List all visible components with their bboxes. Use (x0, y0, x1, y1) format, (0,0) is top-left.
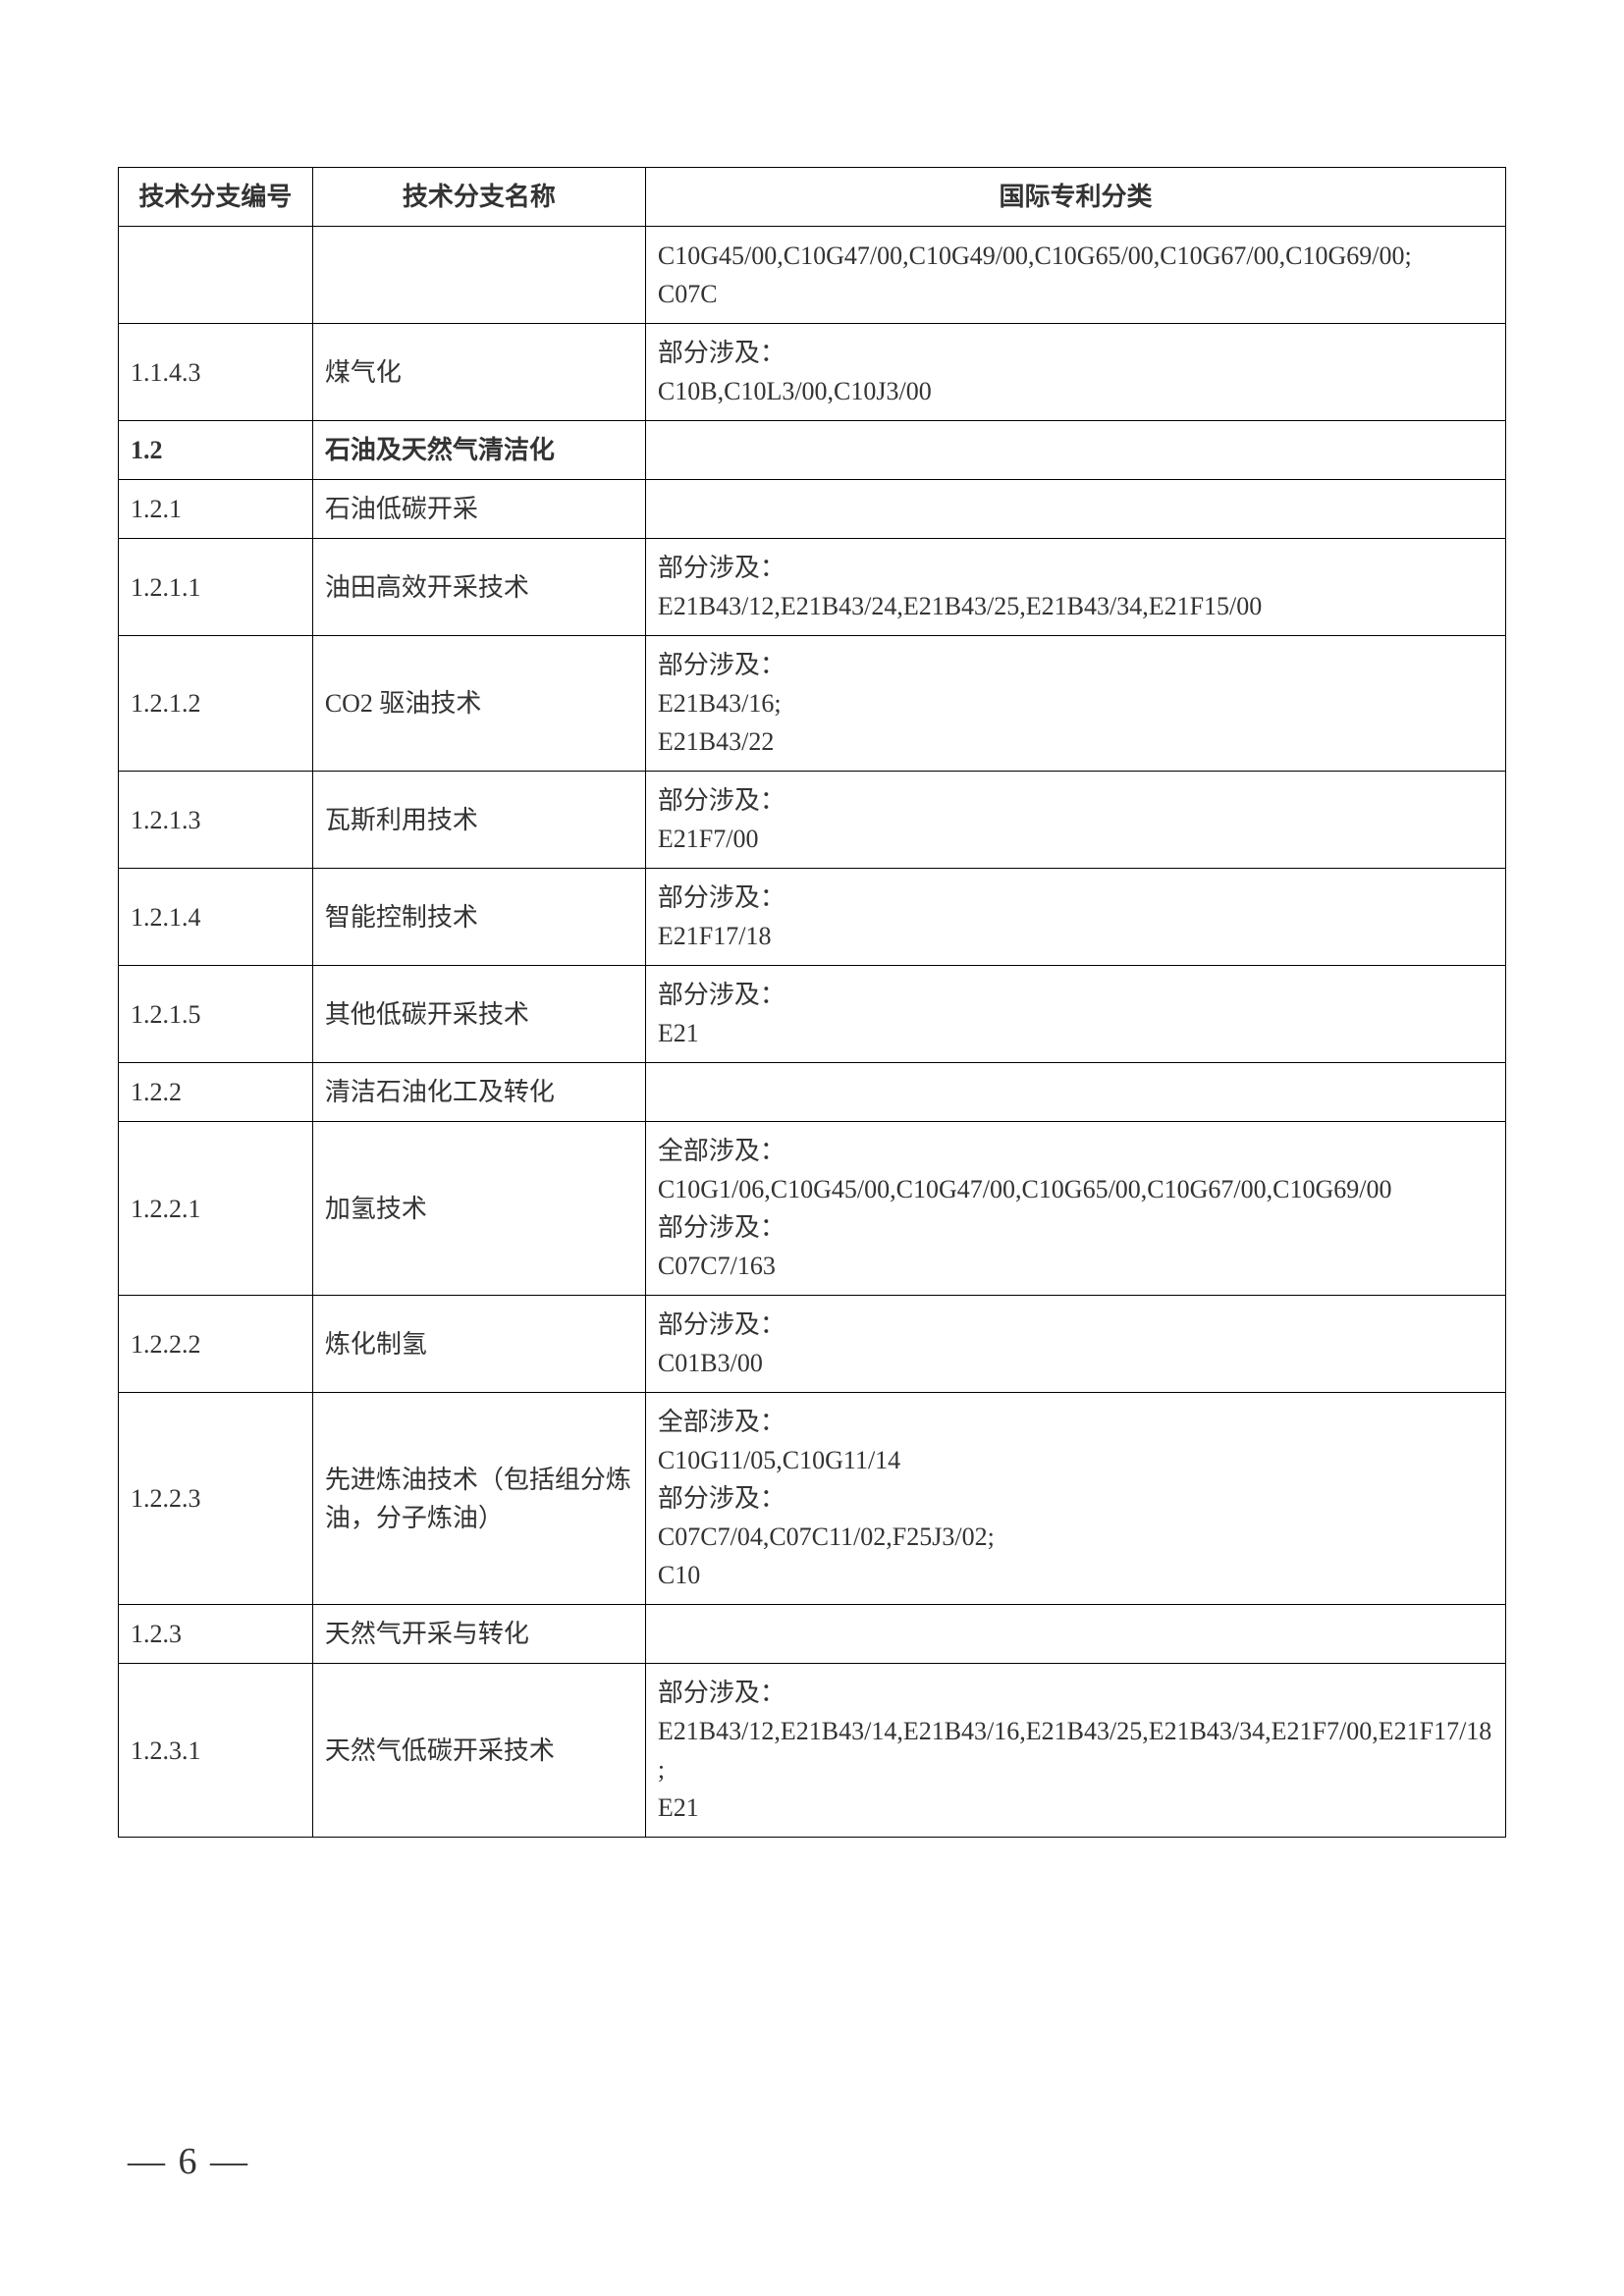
page-container: 技术分支编号 技术分支名称 国际专利分类 C10G45/00,C10G47/00… (0, 0, 1624, 1936)
table-row: C10G45/00,C10G47/00,C10G49/00,C10G65/00,… (119, 227, 1506, 324)
table-body: C10G45/00,C10G47/00,C10G49/00,C10G65/00,… (119, 227, 1506, 1838)
cell-name: 炼化制氢 (312, 1296, 645, 1393)
cell-code: 1.2 (119, 421, 313, 480)
cell-code: 1.2.3 (119, 1605, 313, 1664)
table-row: 1.2.1.4智能控制技术部分涉及： E21F17/18 (119, 869, 1506, 966)
cell-code: 1.2.1 (119, 480, 313, 539)
cell-name: 瓦斯利用技术 (312, 772, 645, 869)
table-row: 1.2.1.5其他低碳开采技术部分涉及： E21 (119, 966, 1506, 1063)
table-header-row: 技术分支编号 技术分支名称 国际专利分类 (119, 168, 1506, 227)
cell-ipc: 全部涉及： C10G1/06,C10G45/00,C10G47/00,C10G6… (645, 1122, 1505, 1296)
table-row: 1.2.2.2炼化制氢部分涉及： C01B3/00 (119, 1296, 1506, 1393)
table-row: 1.2.2清洁石油化工及转化 (119, 1063, 1506, 1122)
cell-ipc: 部分涉及： C10B,C10L3/00,C10J3/00 (645, 324, 1505, 421)
cell-name: 加氢技术 (312, 1122, 645, 1296)
cell-code: 1.2.2.2 (119, 1296, 313, 1393)
cell-name: 天然气低碳开采技术 (312, 1664, 645, 1838)
cell-ipc: C10G45/00,C10G47/00,C10G49/00,C10G65/00,… (645, 227, 1505, 324)
cell-code: 1.1.4.3 (119, 324, 313, 421)
cell-name: 石油及天然气清洁化 (312, 421, 645, 480)
page-number: — 6 — (128, 2140, 249, 2183)
cell-ipc: 部分涉及： E21F7/00 (645, 772, 1505, 869)
table-row: 1.2.2.3先进炼油技术（包括组分炼油，分子炼油）全部涉及： C10G11/0… (119, 1393, 1506, 1605)
table-row: 1.2.1.1油田高效开采技术部分涉及： E21B43/12,E21B43/24… (119, 539, 1506, 636)
table-row: 1.2.1石油低碳开采 (119, 480, 1506, 539)
cell-ipc: 部分涉及： E21B43/16; E21B43/22 (645, 636, 1505, 772)
cell-code: 1.2.3.1 (119, 1664, 313, 1838)
cell-name: 石油低碳开采 (312, 480, 645, 539)
cell-ipc (645, 1605, 1505, 1664)
cell-code: 1.2.1.5 (119, 966, 313, 1063)
cell-ipc: 部分涉及： E21B43/12,E21B43/24,E21B43/25,E21B… (645, 539, 1505, 636)
cell-code: 1.2.2.1 (119, 1122, 313, 1296)
table-row: 1.2.3.1天然气低碳开采技术部分涉及： E21B43/12,E21B43/1… (119, 1664, 1506, 1838)
table-row: 1.1.4.3煤气化部分涉及： C10B,C10L3/00,C10J3/00 (119, 324, 1506, 421)
cell-code: 1.2.1.1 (119, 539, 313, 636)
cell-code: 1.2.1.4 (119, 869, 313, 966)
cell-ipc (645, 421, 1505, 480)
header-code: 技术分支编号 (119, 168, 313, 227)
table-row: 1.2.1.2CO2 驱油技术部分涉及： E21B43/16; E21B43/2… (119, 636, 1506, 772)
cell-name (312, 227, 645, 324)
cell-ipc (645, 480, 1505, 539)
cell-ipc (645, 1063, 1505, 1122)
cell-code (119, 227, 313, 324)
cell-code: 1.2.2.3 (119, 1393, 313, 1605)
cell-ipc: 部分涉及： E21F17/18 (645, 869, 1505, 966)
cell-name: CO2 驱油技术 (312, 636, 645, 772)
table-row: 1.2.1.3瓦斯利用技术部分涉及： E21F7/00 (119, 772, 1506, 869)
cell-name: 其他低碳开采技术 (312, 966, 645, 1063)
header-ipc: 国际专利分类 (645, 168, 1505, 227)
cell-ipc: 部分涉及： E21 (645, 966, 1505, 1063)
cell-code: 1.2.1.3 (119, 772, 313, 869)
table-row: 1.2.3天然气开采与转化 (119, 1605, 1506, 1664)
cell-code: 1.2.1.2 (119, 636, 313, 772)
cell-name: 清洁石油化工及转化 (312, 1063, 645, 1122)
cell-code: 1.2.2 (119, 1063, 313, 1122)
table-row: 1.2.2.1加氢技术全部涉及： C10G1/06,C10G45/00,C10G… (119, 1122, 1506, 1296)
cell-name: 煤气化 (312, 324, 645, 421)
cell-name: 天然气开采与转化 (312, 1605, 645, 1664)
cell-name: 先进炼油技术（包括组分炼油，分子炼油） (312, 1393, 645, 1605)
cell-ipc: 部分涉及： C01B3/00 (645, 1296, 1505, 1393)
header-name: 技术分支名称 (312, 168, 645, 227)
cell-ipc: 全部涉及： C10G11/05,C10G11/14 部分涉及： C07C7/04… (645, 1393, 1505, 1605)
table-row: 1.2石油及天然气清洁化 (119, 421, 1506, 480)
cell-name: 智能控制技术 (312, 869, 645, 966)
cell-ipc: 部分涉及： E21B43/12,E21B43/14,E21B43/16,E21B… (645, 1664, 1505, 1838)
classification-table: 技术分支编号 技术分支名称 国际专利分类 C10G45/00,C10G47/00… (118, 167, 1506, 1838)
cell-name: 油田高效开采技术 (312, 539, 645, 636)
